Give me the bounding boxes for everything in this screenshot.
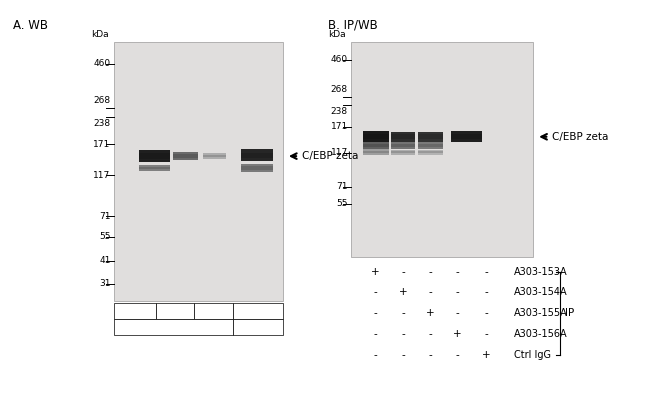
Bar xyxy=(363,149,389,155)
Text: C/EBP zeta: C/EBP zeta xyxy=(302,151,359,161)
Text: HeLa: HeLa xyxy=(161,322,186,332)
Text: -: - xyxy=(428,329,432,339)
Bar xyxy=(240,166,273,170)
Text: +: + xyxy=(371,267,380,277)
Bar xyxy=(203,155,226,158)
Text: kDa: kDa xyxy=(91,30,109,39)
Bar xyxy=(233,319,283,335)
Text: 460: 460 xyxy=(94,59,111,68)
Text: -: - xyxy=(401,308,405,318)
Text: 41: 41 xyxy=(99,257,111,265)
Text: 71: 71 xyxy=(336,182,348,191)
Text: -: - xyxy=(456,267,460,277)
Bar xyxy=(451,131,482,142)
Bar xyxy=(391,134,415,139)
Text: -: - xyxy=(484,329,488,339)
Text: -: - xyxy=(374,308,378,318)
Text: -: - xyxy=(374,329,378,339)
Text: 31: 31 xyxy=(99,279,110,288)
Text: 55: 55 xyxy=(336,200,348,208)
Bar xyxy=(363,144,389,147)
Bar xyxy=(240,164,273,172)
Text: 171: 171 xyxy=(93,140,110,149)
Text: 50: 50 xyxy=(252,306,264,316)
Text: -: - xyxy=(401,329,405,339)
Text: 171: 171 xyxy=(330,122,348,132)
Bar xyxy=(351,42,533,257)
Text: A. WB: A. WB xyxy=(13,19,48,32)
Bar xyxy=(391,132,415,142)
Text: kDa: kDa xyxy=(328,30,346,39)
Text: -: - xyxy=(401,267,405,277)
Text: 117: 117 xyxy=(330,148,348,157)
Bar xyxy=(418,132,443,142)
Bar xyxy=(139,165,170,171)
Bar xyxy=(363,142,389,149)
Text: -: - xyxy=(456,287,460,298)
Bar xyxy=(173,152,198,160)
Text: IP: IP xyxy=(565,308,574,318)
Text: -: - xyxy=(456,308,460,318)
Text: 238: 238 xyxy=(331,107,348,116)
Bar xyxy=(173,154,198,158)
Text: -: - xyxy=(374,350,378,360)
Bar xyxy=(240,150,273,161)
Text: T: T xyxy=(255,322,261,332)
Text: -: - xyxy=(484,267,488,277)
Text: A303-156A: A303-156A xyxy=(514,329,567,339)
Bar xyxy=(203,153,226,159)
Text: B. IP/WB: B. IP/WB xyxy=(328,19,378,32)
Text: +: + xyxy=(453,329,462,339)
Text: -: - xyxy=(484,308,488,318)
Text: +: + xyxy=(398,287,408,298)
Text: -: - xyxy=(456,350,460,360)
Bar xyxy=(418,134,443,139)
Text: 50: 50 xyxy=(129,306,141,316)
Bar xyxy=(156,303,194,319)
Bar xyxy=(391,150,415,155)
Bar xyxy=(418,142,443,149)
Bar xyxy=(391,142,415,149)
Text: -: - xyxy=(401,350,405,360)
Bar xyxy=(194,303,233,319)
Bar xyxy=(114,319,233,335)
Bar xyxy=(240,152,273,158)
Text: 55: 55 xyxy=(99,232,110,241)
Bar xyxy=(363,134,389,139)
Text: -: - xyxy=(428,350,432,360)
Bar xyxy=(363,131,389,142)
Text: 71: 71 xyxy=(99,211,110,221)
Text: -: - xyxy=(428,267,432,277)
Bar xyxy=(391,151,415,153)
Text: A303-154A: A303-154A xyxy=(514,287,567,298)
Bar xyxy=(139,154,170,159)
Text: 460: 460 xyxy=(331,55,348,64)
Text: A303-153A: A303-153A xyxy=(514,267,567,277)
Text: +: + xyxy=(426,308,435,318)
Bar xyxy=(114,42,283,301)
Text: 117: 117 xyxy=(93,171,110,180)
Text: Ctrl IgG: Ctrl IgG xyxy=(514,350,551,360)
Text: -: - xyxy=(374,287,378,298)
Bar xyxy=(233,303,283,319)
Text: -: - xyxy=(428,287,432,298)
Bar xyxy=(451,134,482,139)
Text: -: - xyxy=(484,287,488,298)
Text: A303-155A: A303-155A xyxy=(514,308,567,318)
Text: +: + xyxy=(482,350,491,360)
Text: 238: 238 xyxy=(94,119,111,128)
Text: 268: 268 xyxy=(94,96,111,105)
Bar xyxy=(363,151,389,153)
Text: 15: 15 xyxy=(168,306,181,316)
Bar xyxy=(418,151,443,153)
Bar xyxy=(139,166,170,170)
Bar xyxy=(114,303,156,319)
Text: 268: 268 xyxy=(331,85,348,94)
Text: C/EBP zeta: C/EBP zeta xyxy=(552,132,609,142)
Bar xyxy=(391,144,415,147)
Bar xyxy=(418,144,443,147)
Bar xyxy=(139,150,170,162)
Text: 5: 5 xyxy=(210,306,216,316)
Bar xyxy=(418,150,443,155)
